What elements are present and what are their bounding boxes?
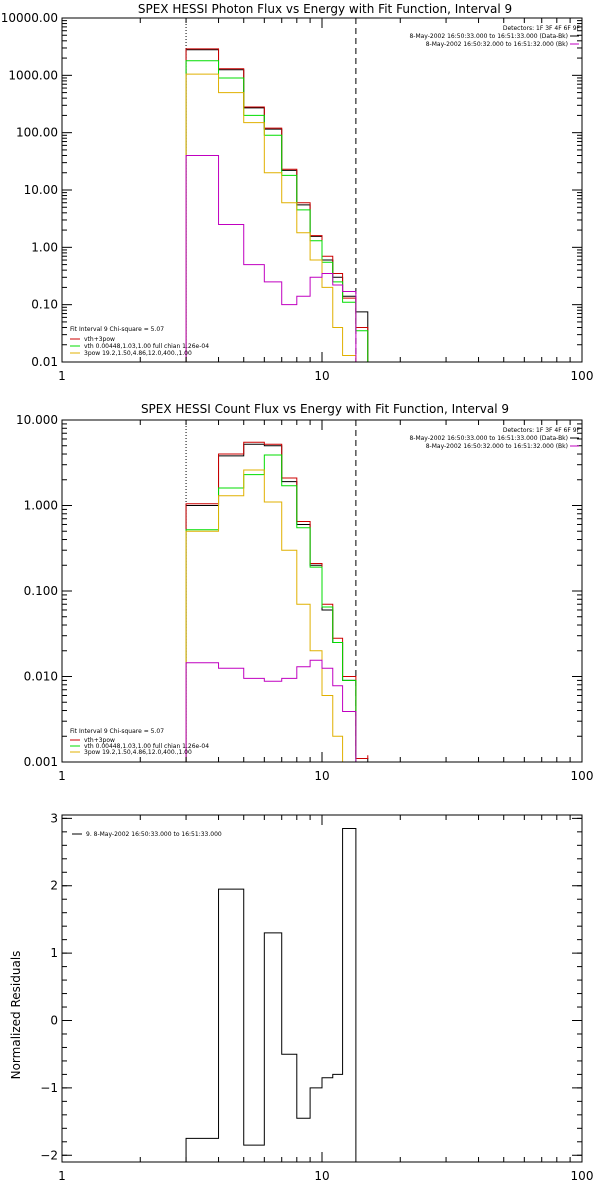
photon-flux-x-tick-label: 1 [58,369,66,383]
residuals-y-tick-label: −1 [40,1081,58,1095]
count-flux-legend-header: Detectors: 1F 3F 4F 6F 9F [503,427,581,434]
residuals-y-tick-label: 1 [50,946,58,960]
residuals-x-tick-label: 100 [571,1169,594,1183]
photon-flux-legend-entry-bk: 8-May-2002 16:50:32.000 to 16:51:32.000 … [426,41,568,48]
count-flux-fit-label-3pow: 3pow 19.2,1.50,4.86,12.0,400.,1.00 [84,749,192,756]
photon-flux-axes: 1 10 100 0.01 0.10 1.00 10.00 100.00 1000.00 1000… [1,11,594,383]
count-flux-title: SPEX HESSI Count Flux vs Energy with Fit… [141,402,509,416]
count-flux-x-tick-label: 100 [571,769,594,783]
photon-flux-fit-label-vth: vth 0.00448,1.03,1.00 full chian 1.26e-0… [84,343,209,350]
photon-flux-y-tick-label: 10000.00 [1,11,58,25]
residuals-series-group [185,827,357,1162]
photon-flux-series-3 [185,73,357,362]
photon-flux-y-tick-label: 0.10 [31,298,58,312]
photon-flux-series-0 [185,49,369,362]
photon-flux-series-group [185,18,369,362]
count-flux-legend: Detectors: 1F 3F 4F 6F 9F 8-May-2002 16:… [409,427,580,450]
photon-flux-x-tick-label: 10 [314,369,329,383]
photon-flux-y-tick-label: 1000.00 [8,68,58,82]
count-flux-panel: SPEX HESSI Count Flux vs Energy with Fit… [16,402,593,783]
photon-flux-fit-label-3pow: 3pow 19.2,1.50,4.86,12.0,400.,1.00 [84,350,192,357]
count-flux-y-tick-label: 1.000 [24,499,58,513]
photon-flux-y-tick-label: 0.01 [31,355,58,369]
photon-flux-series-4 [185,154,357,362]
count-flux-series-1 [185,441,369,762]
residuals-y-tick-label: −2 [40,1148,58,1162]
photon-flux-fit-label-total: vth+3pow [84,336,115,343]
residuals-y-tick-label: 3 [50,811,58,825]
photon-flux-fit-legend: Fit Interval 9 Chi-square = 5.07 vth+3po… [70,326,209,357]
count-flux-series-4 [185,659,357,762]
count-flux-fit-label-total: vth+3pow [84,737,115,744]
residuals-y-tick-label: 0 [50,1014,58,1028]
count-flux-fit-legend: Fit Interval 9 Chi-square = 5.07 vth+3po… [70,728,209,756]
residuals-y-axis-label: Normalized Residuals [9,951,23,1080]
count-flux-fit-header: Fit Interval 9 Chi-square = 5.07 [70,728,164,735]
count-flux-legend-entry-data: 8-May-2002 16:50:33.000 to 16:51:33.000 … [409,435,568,442]
count-flux-axes: 1 10 100 0.001 0.010 0.100 1.000 10.000 [16,413,593,783]
photon-flux-x-tick-label: 100 [571,369,594,383]
count-flux-series-2 [185,454,357,762]
count-flux-y-tick-label: 0.001 [24,755,58,769]
count-flux-y-tick-label: 0.100 [24,584,58,598]
photon-flux-fit-header: Fit Interval 9 Chi-square = 5.07 [70,326,164,333]
count-flux-y-tick-label: 10.000 [16,413,58,427]
photon-flux-y-tick-label: 100.00 [16,126,58,140]
photon-flux-series-2 [185,60,369,362]
residuals-panel: 1 10 100 −2 −1 0 1 2 3 9. 8-May-2002 16:50:33.00… [9,811,593,1183]
photon-flux-y-tick-label: 1.00 [31,240,58,254]
photon-flux-y-tick-label: 10.00 [24,183,58,197]
photon-flux-title: SPEX HESSI Photon Flux vs Energy with Fi… [138,2,512,16]
photon-flux-panel: SPEX HESSI Photon Flux vs Energy with Fi… [1,2,594,383]
residuals-legend-label: 9. 8-May-2002 16:50:33.000 to 16:51:33.0… [86,831,222,838]
residuals-x-tick-label: 10 [314,1169,329,1183]
photon-flux-legend: Detectors: 1F 3F 4F 6F 9F 8-May-2002 16:… [409,25,580,48]
count-flux-x-tick-label: 10 [314,769,329,783]
count-flux-series-group [185,420,369,762]
photon-flux-legend-header: Detectors: 1F 3F 4F 6F 9F [503,25,581,32]
residuals-series-0 [185,827,357,1162]
photon-flux-series-1 [185,48,369,362]
count-flux-y-tick-label: 0.010 [24,670,58,684]
residuals-axes: 1 10 100 −2 −1 0 1 2 3 [40,811,593,1183]
count-flux-x-tick-label: 1 [58,769,66,783]
photon-flux-legend-entry-data: 8-May-2002 16:50:33.000 to 16:51:33.000 … [409,33,568,40]
count-flux-legend-entry-bk: 8-May-2002 16:50:32.000 to 16:51:32.000 … [426,443,568,450]
count-flux-fit-label-vth: vth 0.00448,1.03,1.00 full chian 1.26e-0… [84,743,209,750]
residuals-x-tick-label: 1 [58,1169,66,1183]
residuals-legend: 9. 8-May-2002 16:50:33.000 to 16:51:33.0… [72,831,222,838]
count-flux-series-3 [185,469,344,762]
residuals-y-tick-label: 2 [50,879,58,893]
